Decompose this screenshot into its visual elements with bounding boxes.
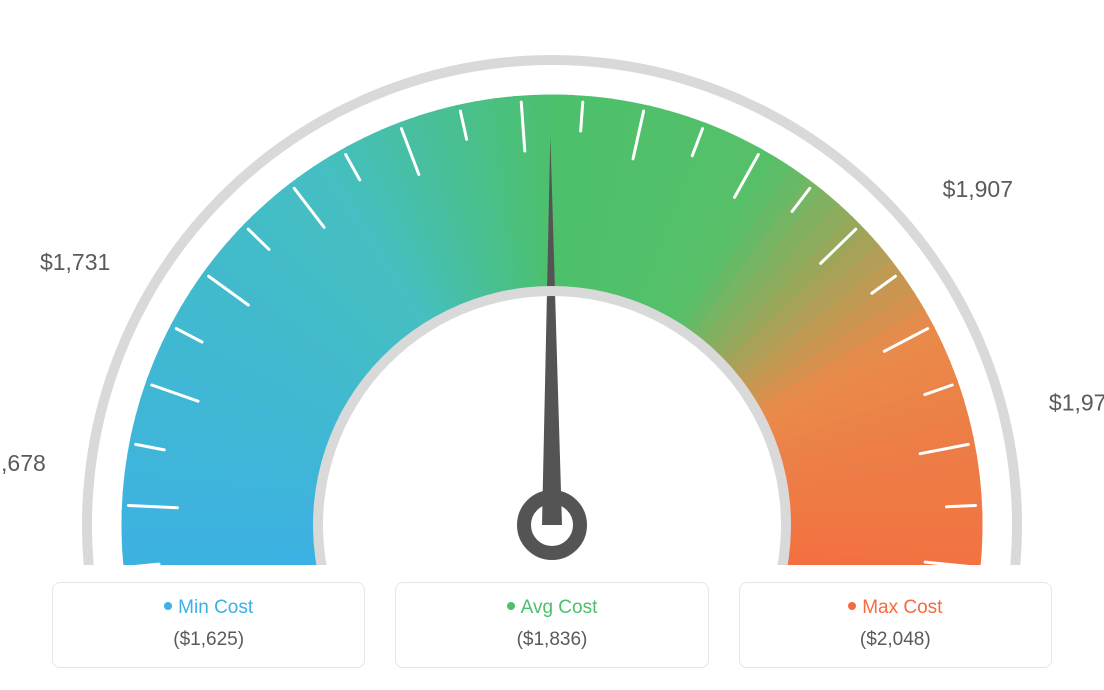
- legend-avg-box: Avg Cost ($1,836): [395, 582, 708, 668]
- gauge-svg: $1,625$1,678$1,731$1,836$1,907$1,978$2,0…: [0, 20, 1104, 565]
- legend-min-box: Min Cost ($1,625): [52, 582, 365, 668]
- legend-min-label: Min Cost: [178, 597, 253, 618]
- legend-row: Min Cost ($1,625) Avg Cost ($1,836) Max …: [52, 582, 1052, 668]
- legend-avg-title: Avg Cost: [406, 597, 697, 619]
- legend-avg-value: ($1,836): [406, 629, 697, 651]
- legend-max-value: ($2,048): [750, 629, 1041, 651]
- gauge-tick-label: $1,678: [0, 450, 46, 476]
- legend-avg-dot: [507, 602, 515, 610]
- gauge-minor-tick: [947, 505, 976, 506]
- gauge-tick-label: $1,907: [943, 176, 1013, 202]
- gauge-minor-tick: [581, 102, 583, 131]
- cost-gauge-container: $1,625$1,678$1,731$1,836$1,907$1,978$2,0…: [0, 0, 1104, 690]
- legend-min-value: ($1,625): [63, 629, 354, 651]
- legend-max-dot: [848, 602, 856, 610]
- legend-max-title: Max Cost: [750, 597, 1041, 619]
- gauge-tick-label: $1,731: [40, 249, 110, 275]
- legend-min-dot: [164, 602, 172, 610]
- legend-max-label: Max Cost: [862, 597, 942, 618]
- legend-max-box: Max Cost ($2,048): [739, 582, 1052, 668]
- legend-avg-label: Avg Cost: [521, 597, 598, 618]
- gauge-tick-label: $1,978: [1049, 389, 1104, 415]
- gauge-chart: $1,625$1,678$1,731$1,836$1,907$1,978$2,0…: [0, 20, 1104, 565]
- legend-min-title: Min Cost: [63, 597, 354, 619]
